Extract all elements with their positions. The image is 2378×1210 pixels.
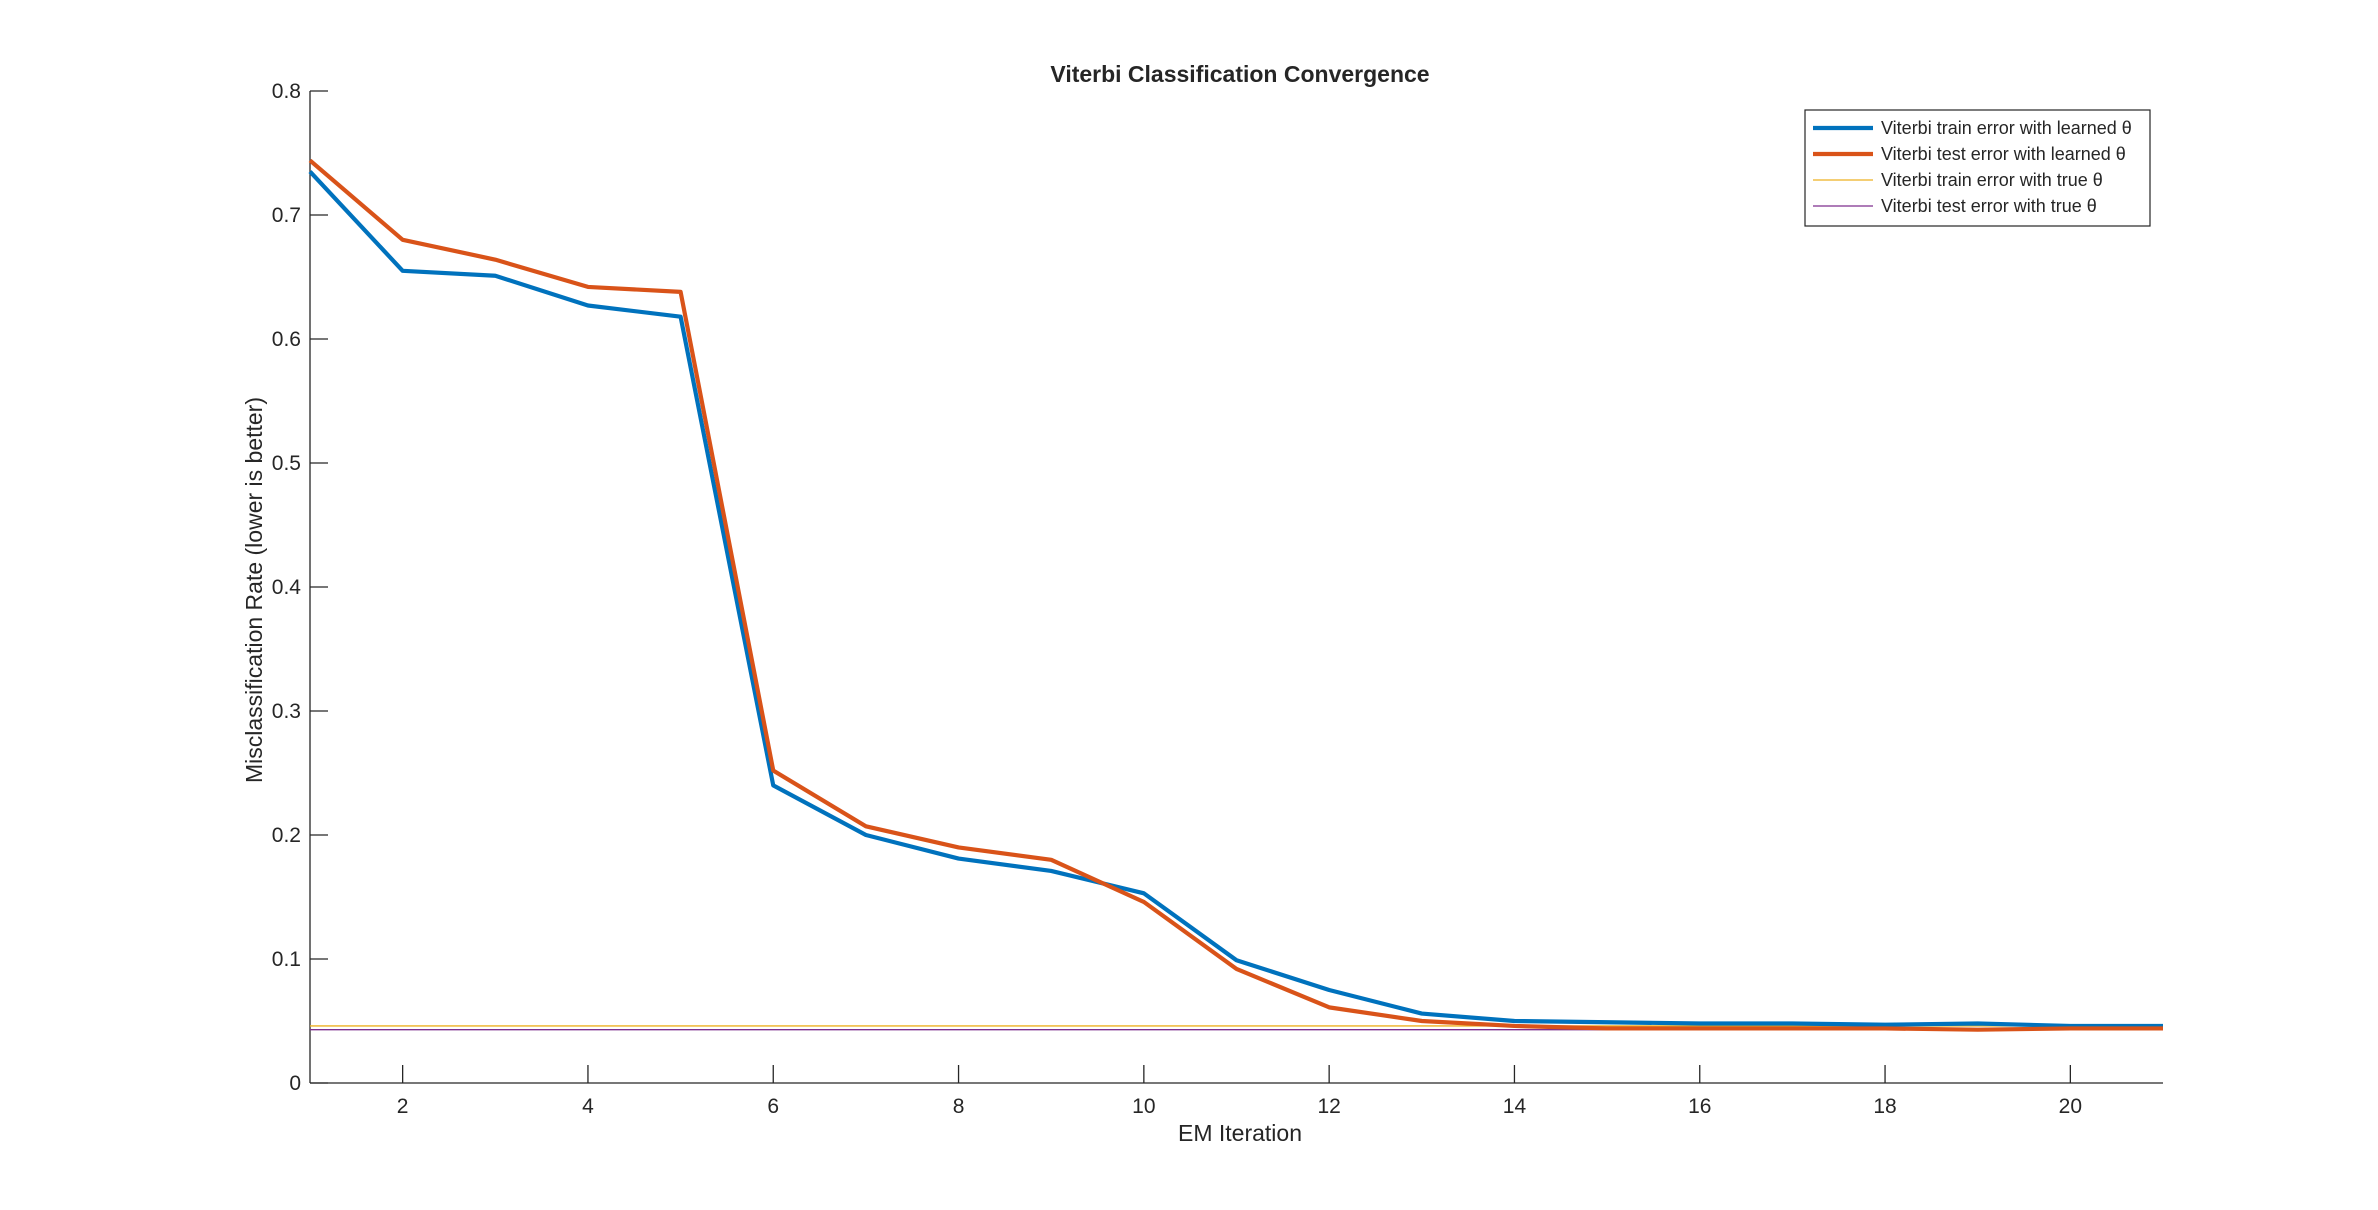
x-tick-label: 14 <box>1503 1095 1527 1118</box>
x-tick-label: 8 <box>953 1095 965 1118</box>
x-tick-label: 2 <box>397 1095 409 1118</box>
y-tick-label: 0.3 <box>272 700 301 723</box>
x-tick-label: 12 <box>1317 1095 1340 1118</box>
x-tick-label: 4 <box>582 1095 594 1118</box>
legend-entry-1: Viterbi train error with learned θ <box>1881 118 2132 138</box>
y-tick-label: 0.2 <box>272 824 301 847</box>
plot-area: 2 4 6 8 10 12 14 16 18 20 0 0.1 0.2 0.3 0.4 0.5 0.6 0.7 0.… <box>272 80 2163 1118</box>
chart-title: Viterbi Classification Convergence <box>1050 61 1429 87</box>
x-tick-label: 18 <box>1873 1095 1896 1118</box>
y-tick-label: 0.4 <box>272 576 302 599</box>
legend-entry-4: Viterbi test error with true θ <box>1881 196 2097 216</box>
x-tick-label: 16 <box>1688 1095 1711 1118</box>
x-tick-label: 6 <box>767 1095 779 1118</box>
y-tick-label: 0.1 <box>272 948 301 971</box>
y-tick-label: 0.5 <box>272 452 301 475</box>
series-line-1 <box>308 170 2163 1029</box>
x-axis-label: EM Iteration <box>1178 1120 1302 1146</box>
x-tick-label: 20 <box>2059 1095 2082 1118</box>
x-tick-label: 10 <box>1132 1095 1155 1118</box>
legend-entry-3: Viterbi train error with true θ <box>1881 170 2103 190</box>
legend: Viterbi train error with learned θ Viterb… <box>1804 109 2151 227</box>
y-tick-label: 0.8 <box>272 80 301 103</box>
y-tick-label: 0.7 <box>272 204 301 227</box>
y-tick-label: 0 <box>289 1072 301 1095</box>
y-axis-label: Misclassification Rate (lower is better) <box>241 397 267 783</box>
legend-entry-2: Viterbi test error with learned θ <box>1881 144 2126 164</box>
y-tick-label: 0.6 <box>272 328 301 351</box>
series-line-2 <box>308 158 2163 1032</box>
